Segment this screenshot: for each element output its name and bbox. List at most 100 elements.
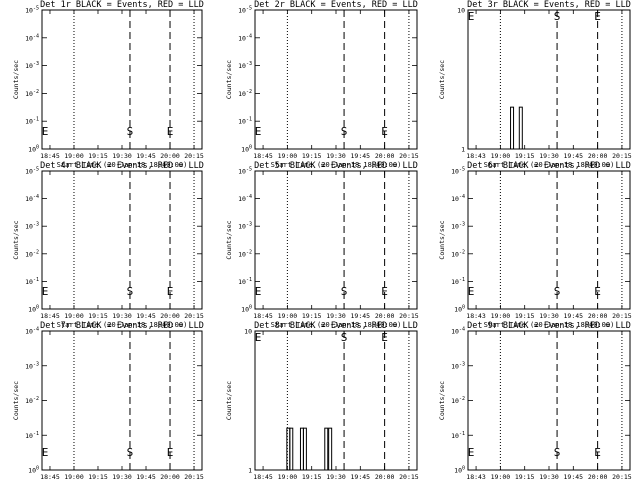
panel-title: Det 4r BLACK = Events, RED = LLD bbox=[40, 161, 204, 171]
x-tick-label: 19:45 bbox=[564, 152, 584, 160]
y-tick-label: 10-1 bbox=[25, 277, 39, 286]
x-tick-label: 19:30 bbox=[326, 152, 346, 160]
y-tick-base: 10 bbox=[238, 195, 246, 203]
panel-2: Det 2r BLACK = Events, RED = LLD 18:45 19:… bbox=[225, 0, 419, 169]
plot-frame bbox=[254, 170, 418, 310]
y-tick-exponent: -2 bbox=[33, 249, 39, 255]
y-tick-exponent: -3 bbox=[33, 361, 39, 367]
x-tick-label: 20:15 bbox=[399, 312, 419, 320]
y-tick-label: 10-2 bbox=[238, 249, 252, 258]
y-tick-base: 10 bbox=[28, 467, 36, 475]
y-tick-label: 10-2 bbox=[451, 396, 465, 405]
x-tick-label: 19:45 bbox=[136, 312, 156, 320]
x-tick-label: 19:15 bbox=[302, 312, 322, 320]
x-tick-label: 20:15 bbox=[612, 473, 632, 480]
x-tick-label: 20:15 bbox=[184, 152, 204, 160]
y-tick-label: 10-4 bbox=[451, 194, 465, 203]
y-tick-exponent: -5 bbox=[459, 167, 465, 173]
y-tick-label: 1 bbox=[461, 146, 465, 154]
time-marker-e: E bbox=[468, 446, 475, 459]
y-tick-base: 10 bbox=[25, 62, 33, 70]
time-marker-e: E bbox=[167, 446, 174, 459]
x-axis-label: Start Time (20-Jan-18 18:40:00) bbox=[484, 321, 615, 329]
x-tick-label: 18:45 bbox=[253, 473, 273, 480]
y-tick-label: 10-1 bbox=[238, 117, 252, 126]
y-tick-base: 10 bbox=[28, 306, 36, 314]
time-marker-e: E bbox=[381, 125, 388, 138]
y-tick-label: 10-3 bbox=[238, 222, 252, 231]
y-tick-exponent: 0 bbox=[36, 305, 39, 311]
y-tick-base: 10 bbox=[457, 7, 465, 15]
y-tick-exponent: -1 bbox=[246, 117, 252, 123]
x-tick-label: 19:45 bbox=[136, 152, 156, 160]
y-tick-exponent: -3 bbox=[459, 222, 465, 228]
x-tick-label: 19:30 bbox=[539, 473, 559, 480]
x-tick-label: 20:00 bbox=[375, 312, 395, 320]
y-tick-exponent: -3 bbox=[33, 222, 39, 228]
x-tick-label: 20:00 bbox=[375, 152, 395, 160]
y-tick-label: 100 bbox=[241, 305, 252, 314]
x-axis-label: Start Time (20-Jan-18 18:40:00) bbox=[484, 161, 615, 169]
y-tick-base: 10 bbox=[25, 223, 33, 231]
event-burst bbox=[518, 106, 523, 150]
x-tick-label: 19:15 bbox=[88, 312, 108, 320]
x-tick-label: 18:45 bbox=[253, 312, 273, 320]
y-tick-base: 10 bbox=[25, 397, 33, 405]
x-tick-label: 20:15 bbox=[399, 152, 419, 160]
x-tick-label: 19:15 bbox=[88, 152, 108, 160]
time-marker-s: S bbox=[341, 125, 348, 138]
y-tick-exponent: -4 bbox=[33, 327, 39, 333]
y-tick-base: 10 bbox=[25, 168, 33, 176]
x-tick-label: 19:30 bbox=[539, 312, 559, 320]
y-tick-base: 10 bbox=[451, 397, 459, 405]
x-tick-label: 20:00 bbox=[588, 152, 608, 160]
y-tick-label: 10-4 bbox=[25, 327, 39, 336]
y-tick-label: 10-4 bbox=[451, 327, 465, 336]
x-tick-label: 19:00 bbox=[278, 473, 298, 480]
time-marker-s: S bbox=[554, 446, 561, 459]
y-axis-label: Counts/sec bbox=[225, 60, 233, 99]
y-tick-base: 10 bbox=[25, 328, 33, 336]
panel-title: Det 3r BLACK = Events, RED = LLD bbox=[467, 0, 631, 10]
x-tick-label: 19:00 bbox=[64, 312, 84, 320]
time-marker-e: E bbox=[255, 125, 262, 138]
y-tick-base: 10 bbox=[25, 118, 33, 126]
x-tick-label: 19:00 bbox=[64, 473, 84, 480]
y-tick-label: 10-1 bbox=[238, 277, 252, 286]
y-axis-label: Counts/sec bbox=[12, 220, 20, 259]
time-marker-e: E bbox=[167, 285, 174, 298]
y-tick-label: 10-5 bbox=[451, 167, 465, 176]
y-tick-exponent: -1 bbox=[459, 431, 465, 437]
y-tick-base: 10 bbox=[451, 432, 459, 440]
event-burst bbox=[328, 427, 333, 471]
y-tick-base: 10 bbox=[451, 195, 459, 203]
y-tick-label: 100 bbox=[28, 145, 39, 154]
panel-5: Det 5r BLACK = Events, RED = LLD 18:45 19:… bbox=[225, 161, 419, 329]
plot-frame bbox=[467, 9, 631, 150]
x-tick-label: 19:00 bbox=[278, 312, 298, 320]
panel-title: Det 9r BLACK = Events, RED = LLD bbox=[467, 321, 631, 331]
event-burst bbox=[510, 106, 515, 150]
time-marker-s: S bbox=[554, 285, 561, 298]
y-tick-base: 10 bbox=[241, 306, 249, 314]
x-tick-label: 20:15 bbox=[612, 152, 632, 160]
y-tick-base: 10 bbox=[238, 7, 246, 15]
y-tick-exponent: -2 bbox=[33, 396, 39, 402]
y-tick-label: 10-2 bbox=[25, 89, 39, 98]
x-tick-label: 20:00 bbox=[160, 312, 180, 320]
x-tick-label: 20:15 bbox=[184, 473, 204, 480]
y-tick-label: 100 bbox=[454, 305, 465, 314]
x-tick-label: 19:45 bbox=[351, 312, 371, 320]
y-axis-label: Counts/sec bbox=[12, 60, 20, 99]
y-tick-label: 100 bbox=[454, 466, 465, 475]
y-tick-base: 10 bbox=[25, 432, 33, 440]
x-tick-label: 19:15 bbox=[88, 473, 108, 480]
y-tick-exponent: -2 bbox=[459, 249, 465, 255]
time-marker-e: E bbox=[594, 446, 601, 459]
panel-7: Det 7r BLACK = Events, RED = LLD 18:45 19:… bbox=[12, 321, 204, 484]
x-tick-label: 19:15 bbox=[515, 152, 535, 160]
x-tick-label: 18:45 bbox=[40, 312, 60, 320]
y-tick-base: 10 bbox=[238, 168, 246, 176]
